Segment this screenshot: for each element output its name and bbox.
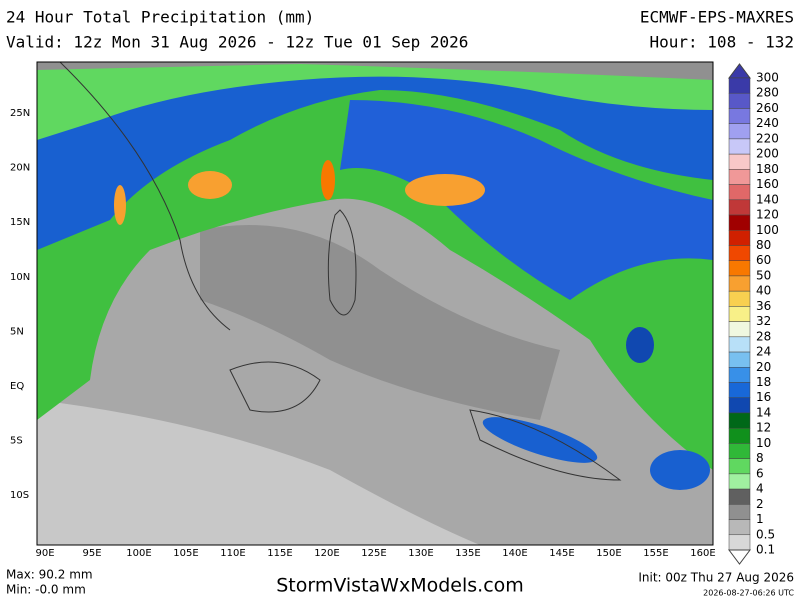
lon-label: 135E — [455, 548, 480, 559]
legend-label: 8 — [756, 451, 764, 465]
legend-label: 60 — [756, 253, 771, 267]
lon-label: 140E — [502, 548, 527, 559]
legend-label: 10 — [756, 436, 771, 450]
legend-swatch — [728, 275, 751, 292]
lon-label: 105E — [173, 548, 198, 559]
legend-swatch — [728, 92, 751, 109]
legend-swatch — [728, 397, 751, 414]
legend-label: 50 — [756, 268, 771, 282]
legend-label: 6 — [756, 466, 764, 480]
legend-swatch — [728, 214, 751, 231]
timestamp: 2026-08-27-06:26 UTC — [703, 589, 794, 598]
legend-swatch — [728, 260, 751, 277]
legend-label: 40 — [756, 284, 771, 298]
legend-label: 120 — [756, 208, 779, 222]
lat-label: 15N — [10, 217, 30, 228]
model-name: ECMWF-EPS-MAXRES — [640, 8, 794, 27]
lon-label: 110E — [220, 548, 245, 559]
legend-label: 260 — [756, 101, 779, 115]
legend-swatch — [728, 534, 751, 551]
legend-label: 100 — [756, 223, 779, 237]
legend-label: 20 — [756, 360, 771, 374]
legend-swatch — [728, 199, 751, 216]
lat-label: EQ — [10, 381, 24, 392]
legend-swatch — [728, 427, 751, 444]
lat-label: 5N — [10, 326, 24, 337]
lon-label: 150E — [596, 548, 621, 559]
legend-swatch — [728, 77, 751, 94]
lon-label: 100E — [126, 548, 151, 559]
legend-label: 140 — [756, 192, 779, 206]
legend-swatch — [728, 367, 751, 383]
legend-swatch — [728, 306, 751, 322]
legend-label: 1 — [756, 512, 764, 526]
legend-swatch — [728, 412, 751, 429]
legend-label: 180 — [756, 162, 779, 176]
lat-label: 10N — [10, 272, 30, 283]
legend-arrow — [728, 63, 751, 79]
lon-label: 145E — [549, 548, 574, 559]
title: 24 Hour Total Precipitation (mm) — [6, 8, 314, 27]
legend-label: 4 — [756, 482, 764, 496]
legend-label: 0.5 — [756, 527, 775, 541]
legend-swatch — [728, 351, 751, 368]
lon-label: 125E — [361, 548, 386, 559]
lat-label: 20N — [10, 163, 30, 174]
legend-swatch — [728, 245, 751, 261]
legend-swatch — [728, 458, 751, 475]
lat-label: 10S — [10, 490, 29, 501]
lat-label: 25N — [10, 108, 30, 119]
legend-label: 24 — [756, 345, 771, 359]
legend-label: 14 — [756, 405, 771, 419]
lon-label: 115E — [267, 548, 292, 559]
lon-label: 95E — [82, 548, 101, 559]
valid-time: Valid: 12z Mon 31 Aug 2026 - 12z Tue 01 … — [6, 33, 468, 52]
forecast-hour: Hour: 108 - 132 — [650, 33, 795, 52]
legend-label: 220 — [756, 131, 779, 145]
legend-label: 200 — [756, 147, 779, 161]
legend-swatch — [728, 123, 751, 140]
legend-swatch — [728, 230, 751, 246]
max-value: Max: 90.2 mm — [6, 568, 93, 582]
legend-label: 80 — [756, 238, 771, 252]
lon-label: 90E — [35, 548, 54, 559]
legend-swatch — [728, 443, 751, 459]
legend-label: 12 — [756, 421, 771, 435]
legend-swatch — [728, 290, 751, 307]
legend-swatch — [728, 519, 751, 536]
legend-swatch — [728, 473, 751, 490]
lon-label: 155E — [643, 548, 668, 559]
legend-label: 18 — [756, 375, 771, 389]
lon-label: 130E — [408, 548, 433, 559]
legend-swatch — [728, 169, 751, 185]
legend-label: 28 — [756, 329, 771, 343]
legend-label: 160 — [756, 177, 779, 191]
legend-swatch — [728, 153, 751, 170]
init-time: Init: 00z Thu 27 Aug 2026 — [638, 571, 794, 585]
min-value: Min: -0.0 mm — [6, 583, 86, 597]
legend-swatch — [728, 488, 751, 505]
legend-label: 2 — [756, 497, 764, 511]
legend-label: 16 — [756, 390, 771, 404]
legend-swatch — [728, 108, 751, 124]
legend-label: 32 — [756, 314, 771, 328]
legend-swatch — [728, 184, 751, 201]
site-name: StormVistaWxModels.com — [276, 575, 524, 597]
lat-label: 5S — [10, 436, 23, 447]
lon-label: 160E — [690, 548, 715, 559]
legend-swatch — [728, 321, 751, 338]
legend-swatch — [728, 382, 751, 398]
legend-label: 280 — [756, 86, 779, 100]
lon-label: 120E — [314, 548, 339, 559]
map — [36, 61, 714, 546]
legend-label: 0.1 — [756, 543, 775, 557]
legend-swatch — [728, 138, 751, 155]
legend-label: 240 — [756, 116, 779, 130]
legend-label: 300 — [756, 71, 779, 85]
legend-swatch — [728, 336, 751, 353]
legend-swatch — [728, 504, 751, 520]
legend-arrow — [728, 549, 751, 565]
legend-label: 36 — [756, 299, 771, 313]
